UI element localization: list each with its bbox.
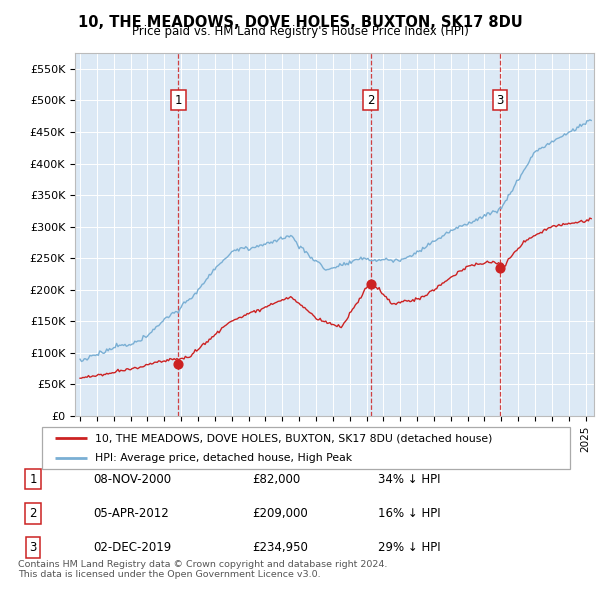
Text: £82,000: £82,000 (252, 473, 300, 486)
Point (495, 263, 505, 273)
Point (173, 359, 183, 369)
Point (366, 279, 376, 289)
Text: 10, THE MEADOWS, DOVE HOLES, BUXTON, SK17 8DU: 10, THE MEADOWS, DOVE HOLES, BUXTON, SK1… (77, 15, 523, 30)
Text: 34% ↓ HPI: 34% ↓ HPI (378, 473, 440, 486)
Text: 2: 2 (367, 94, 374, 107)
Text: 05-APR-2012: 05-APR-2012 (93, 507, 169, 520)
FancyBboxPatch shape (42, 427, 570, 469)
Text: 1: 1 (175, 94, 182, 107)
Text: 16% ↓ HPI: 16% ↓ HPI (378, 507, 440, 520)
Text: 3: 3 (29, 541, 37, 554)
Text: £234,950: £234,950 (252, 541, 308, 554)
Text: Contains HM Land Registry data © Crown copyright and database right 2024.
This d: Contains HM Land Registry data © Crown c… (18, 560, 388, 579)
Text: 02-DEC-2019: 02-DEC-2019 (93, 541, 171, 554)
Text: HPI: Average price, detached house, High Peak: HPI: Average price, detached house, High… (95, 454, 352, 463)
Text: £209,000: £209,000 (252, 507, 308, 520)
Text: 29% ↓ HPI: 29% ↓ HPI (378, 541, 440, 554)
Text: 1: 1 (29, 473, 37, 486)
Text: 10, THE MEADOWS, DOVE HOLES, BUXTON, SK17 8DU (detached house): 10, THE MEADOWS, DOVE HOLES, BUXTON, SK1… (95, 434, 492, 444)
Text: 08-NOV-2000: 08-NOV-2000 (93, 473, 171, 486)
Text: 3: 3 (496, 94, 503, 107)
Text: Price paid vs. HM Land Registry's House Price Index (HPI): Price paid vs. HM Land Registry's House … (131, 25, 469, 38)
Text: 2: 2 (29, 507, 37, 520)
